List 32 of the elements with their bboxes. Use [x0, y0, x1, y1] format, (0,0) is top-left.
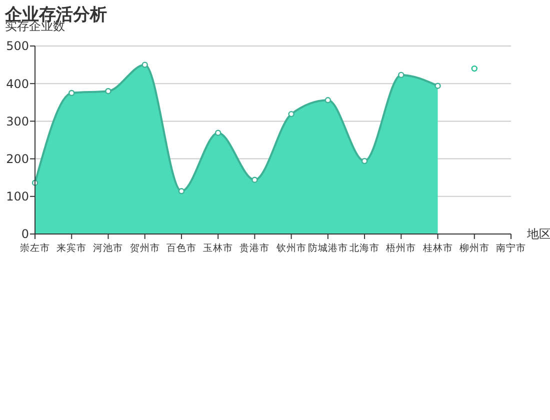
point: [471, 65, 478, 72]
y-tick-label: 500: [6, 39, 29, 54]
point: [324, 97, 332, 104]
x-tick-label: 柳州市: [459, 242, 490, 254]
x-tick-label: 河池市: [93, 242, 124, 254]
y-tick-label: 0: [21, 227, 29, 242]
point: [68, 90, 75, 96]
point: [142, 62, 148, 68]
x-tick-label: 百色市: [166, 242, 196, 254]
point: [214, 130, 222, 136]
y-tick-label: 100: [6, 190, 29, 204]
point: [398, 72, 404, 78]
point: [105, 88, 112, 94]
point: [178, 188, 185, 194]
x-tick-label: 玉林市: [203, 242, 234, 254]
point: [361, 158, 368, 164]
x-tick-label: 崇左市: [20, 242, 50, 254]
y-tick-label: 300: [6, 114, 29, 128]
x-tick-label: 防城港市: [308, 242, 348, 254]
y-tick-label: 200: [6, 152, 29, 166]
x-tick-label: 来宾市: [56, 242, 87, 254]
x-tick-label: 梧州市: [385, 242, 416, 254]
y-tick-label: 400: [6, 76, 29, 91]
point: [288, 110, 294, 118]
x-tick-label: 贺州市: [130, 242, 160, 254]
x-tick-label: 贵港市: [240, 242, 270, 254]
x-tick-label: 桂林市: [422, 242, 453, 254]
point: [434, 82, 441, 89]
x-tick-label: 南宁市: [496, 242, 526, 254]
point: [252, 176, 258, 183]
x-tick-label: 北海市: [350, 242, 380, 254]
x-tick-label: 钦州市: [275, 242, 306, 254]
